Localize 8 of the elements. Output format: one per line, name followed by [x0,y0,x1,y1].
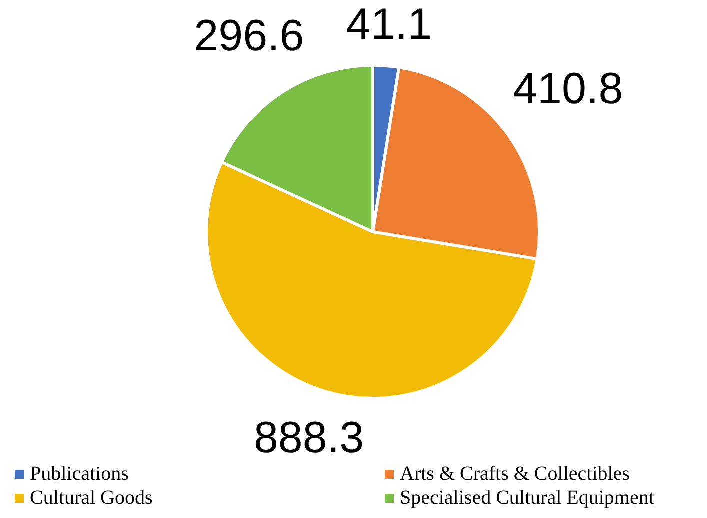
legend-label: Arts & Crafts & Collectibles [400,462,630,486]
data-label: 41.1 [346,0,432,49]
legend-label: Cultural Goods [30,486,153,510]
legend-label: Publications [30,462,129,486]
data-label: 888.3 [254,413,364,462]
data-label: 410.8 [513,64,624,114]
data-label: 296.6 [194,12,304,61]
legend-label: Specialised Cultural Equipment [400,486,654,510]
